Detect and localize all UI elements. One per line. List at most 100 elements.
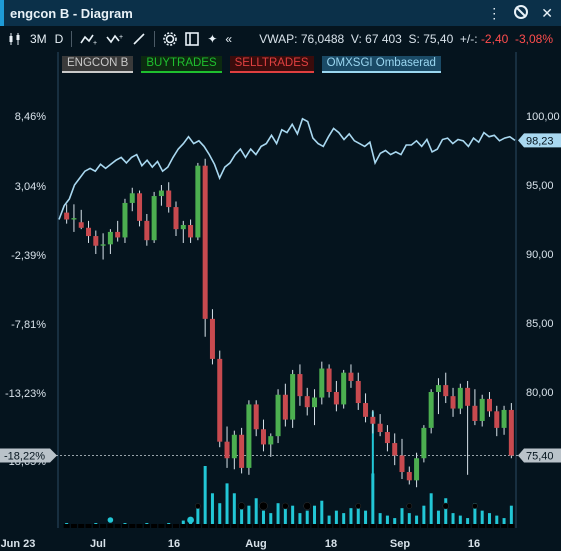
trade-strip-mark (107, 524, 114, 528)
volume-bar (480, 510, 484, 528)
candle-body (326, 368, 332, 392)
title-bar: engcon B - Diagram ⋮ ✕ (0, 0, 561, 26)
volume-bar (342, 513, 346, 528)
candle-body (355, 380, 361, 404)
indicators-icon[interactable]: + (80, 32, 98, 46)
settings-gear-icon[interactable] (163, 32, 178, 46)
candlestick-type-icon[interactable] (8, 32, 22, 46)
interval-day-button[interactable]: D (54, 32, 64, 46)
candle-body (137, 193, 143, 221)
candle-body (71, 218, 77, 220)
change-value: -2,40 (480, 32, 509, 46)
trade-strip-mark (216, 524, 223, 528)
trade-strip-mark (100, 524, 107, 528)
left-axis-tick-label: -2,39% (11, 250, 46, 262)
legend-buytrades[interactable]: BUYTRADES (141, 56, 222, 73)
close-icon[interactable]: ✕ (541, 5, 553, 21)
change-label: +/-: (459, 32, 478, 46)
trade-marker (237, 502, 246, 510)
percent-current-badge (0, 448, 57, 463)
x-axis-tick-label: Jun 23 (1, 538, 36, 550)
trade-strip-mark (413, 524, 420, 528)
link-unlink-icon[interactable] (513, 4, 529, 22)
candle-body (457, 387, 463, 409)
trade-strip-mark (282, 524, 289, 528)
trade-strip-mark (143, 524, 150, 528)
candle-body (166, 190, 172, 208)
volume-bar (422, 505, 426, 528)
candle-body (428, 392, 434, 428)
candle-body (64, 212, 70, 220)
trade-marker (282, 502, 289, 510)
trade-strip-mark (362, 524, 369, 528)
period-3m-button[interactable]: 3M (30, 32, 47, 46)
volume-bar (87, 525, 91, 528)
omxsgi-index-line (58, 117, 516, 220)
trade-strip-mark (304, 524, 311, 528)
trade-strip-mark (399, 524, 405, 528)
trade-strip-mark (136, 524, 143, 528)
trade-strip-mark (260, 524, 267, 528)
right-axis-tick-label: 100,00 (526, 111, 560, 123)
candle-body (501, 409, 507, 428)
volume-bar (254, 498, 258, 528)
trade-strip-mark (129, 524, 136, 528)
add-compare-icon[interactable]: + (106, 32, 124, 46)
left-axis-tick-label: -18,65% (5, 456, 46, 468)
trade-strip-mark (70, 524, 77, 528)
legend-engcon-b[interactable]: ENGCON B (62, 56, 134, 73)
trade-strip-mark (450, 524, 457, 528)
right-axis-tick-label: 90,00 (526, 249, 554, 261)
x-axis-tick-label: Aug (245, 538, 266, 550)
trade-strip-mark (173, 524, 179, 528)
x-axis-tick-label: 16 (168, 538, 180, 550)
trade-marker (195, 503, 201, 509)
trade-strip-mark (165, 524, 172, 528)
collapse-toolbar-icon[interactable]: « (225, 32, 233, 46)
candle-body (260, 429, 266, 445)
more-vertical-icon[interactable]: ⋮ (487, 5, 502, 21)
trade-marker (472, 503, 478, 509)
candle-body (290, 374, 296, 420)
trade-strip-mark (340, 524, 347, 528)
trade-strip-mark (391, 524, 398, 528)
x-axis-tick-label: Jul (90, 538, 106, 550)
trade-strip-mark (479, 524, 486, 528)
volume-bar (283, 508, 287, 528)
candle-body (348, 372, 354, 381)
draw-line-icon[interactable] (132, 32, 146, 46)
candle-body (78, 222, 84, 228)
change-percent: -3,08% (514, 32, 553, 46)
toolbar-divider (71, 31, 73, 47)
volume-bar (327, 515, 331, 528)
trade-strip-mark (209, 524, 216, 528)
candle-body (450, 396, 456, 409)
candle-body (217, 358, 223, 442)
volume-bar (276, 503, 280, 528)
candle-body (399, 455, 405, 473)
candle-body (443, 385, 449, 397)
candle-body (122, 202, 128, 238)
price-current-badge (518, 448, 561, 463)
volume-bar (79, 525, 83, 528)
legend-omxsgi-ombaserad[interactable]: OMXSGI Ombaserad (321, 56, 441, 73)
candle-body (86, 227, 92, 237)
volume-bar (159, 525, 163, 528)
trade-strip-mark (501, 524, 508, 528)
right-axis-tick-label: 95,00 (526, 180, 554, 192)
left-axis-tick-label: -13,23% (5, 388, 46, 400)
trade-strip-mark (428, 524, 435, 528)
candle-body (333, 392, 339, 405)
candle-body (268, 436, 274, 445)
candle-body (304, 396, 310, 408)
legend-selltrades[interactable]: SELLTRADES (229, 56, 314, 73)
crosshair-sparkle-icon[interactable]: ✦ (207, 32, 218, 46)
candle-body (93, 236, 99, 246)
trade-strip-mark (457, 524, 464, 528)
layout-template-icon[interactable] (185, 32, 200, 46)
volume-bar (261, 510, 265, 528)
volume-bar (218, 503, 222, 528)
volume-bar (473, 503, 477, 528)
candle-body (188, 225, 194, 238)
